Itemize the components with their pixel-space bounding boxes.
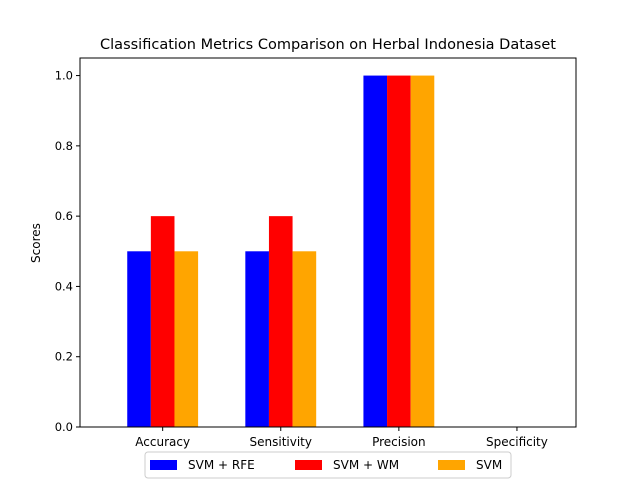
bar <box>387 75 411 427</box>
y-tick-label: 1.0 <box>55 69 73 83</box>
legend-label: SVM + RFE <box>188 458 255 472</box>
bar <box>127 251 151 427</box>
bar <box>363 75 388 427</box>
x-tick-label: Specificity <box>486 435 548 449</box>
legend: SVM + RFE SVM + WM SVM <box>144 451 512 479</box>
bar <box>292 251 317 427</box>
bars-group <box>127 75 435 427</box>
y-tick-label: 0.8 <box>55 139 73 153</box>
x-tick-label: Precision <box>372 435 426 449</box>
bar <box>174 251 199 427</box>
y-tick-label: 0.2 <box>55 350 73 364</box>
chart-title: Classification Metrics Comparison on Her… <box>100 37 556 53</box>
legend-frame <box>144 451 512 479</box>
y-axis: 0.0 0.2 0.4 0.6 0.8 1.0 <box>55 69 80 434</box>
legend-swatch <box>295 460 322 470</box>
legend-label: SVM <box>476 458 502 472</box>
y-tick-label: 0.6 <box>55 209 73 223</box>
plot-frame <box>79 57 577 428</box>
legend-label: SVM + WM <box>333 458 399 472</box>
x-tick-label: Accuracy <box>135 435 190 449</box>
y-tick-label: 0.4 <box>55 279 73 293</box>
legend-swatch <box>150 460 177 470</box>
x-axis: Accuracy Sensitivity Precision Specificity <box>135 427 548 449</box>
bar <box>150 216 175 427</box>
legend-swatch <box>438 460 465 470</box>
bar <box>268 216 293 427</box>
bar <box>410 75 435 427</box>
bar <box>245 251 269 427</box>
x-tick-label: Sensitivity <box>250 435 312 449</box>
y-axis-label: Scores <box>29 223 43 263</box>
y-tick-label: 0.0 <box>55 420 73 434</box>
